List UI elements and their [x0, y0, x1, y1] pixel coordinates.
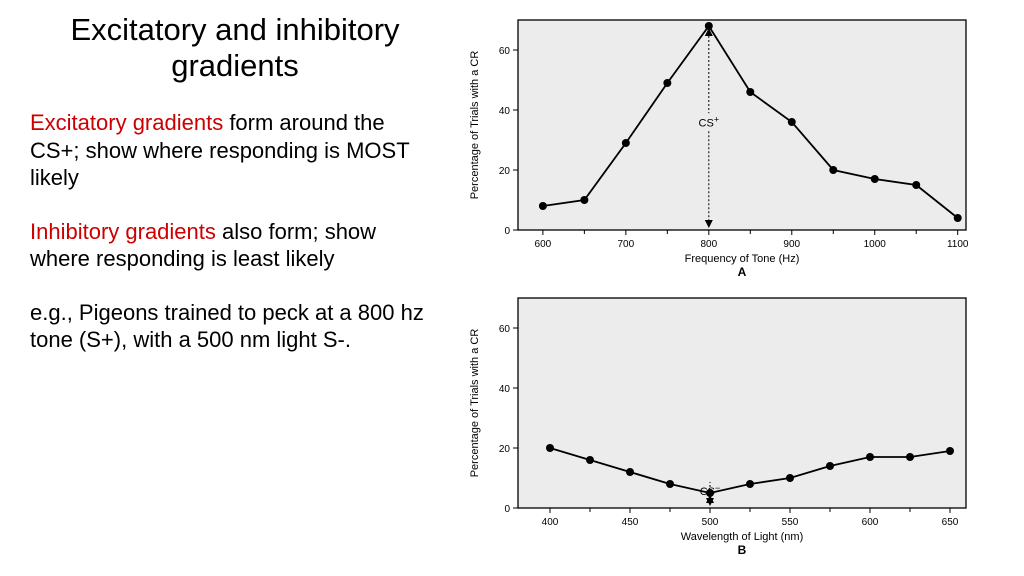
svg-text:400: 400 — [542, 517, 559, 528]
text-column: Excitatory and inhibitory gradients Exci… — [0, 0, 460, 576]
paragraph-excitatory: Excitatory gradients form around the CS+… — [30, 109, 440, 192]
svg-text:60: 60 — [499, 46, 511, 57]
paragraph-example: e.g., Pigeons trained to peck at a 800 h… — [30, 299, 440, 354]
svg-text:900: 900 — [783, 239, 800, 250]
svg-text:Percentage of Trials with a CR: Percentage of Trials with a CR — [469, 329, 481, 478]
svg-text:700: 700 — [618, 239, 635, 250]
svg-text:A: A — [738, 265, 747, 279]
page-title: Excitatory and inhibitory gradients — [30, 12, 440, 83]
chart-b: 0 20 40 60 400 450 500 550 600 650 Wavelength of L… — [460, 288, 994, 560]
svg-text:B: B — [738, 543, 747, 557]
svg-text:40: 40 — [499, 106, 511, 117]
highlight-inhibitory: Inhibitory gradients — [30, 219, 216, 244]
svg-text:0: 0 — [504, 226, 510, 237]
chart-a-svg: 0 20 40 60 600 700 800 900 1000 1100 Frequency of … — [460, 10, 980, 282]
svg-text:20: 20 — [499, 166, 511, 177]
svg-text:600: 600 — [535, 239, 552, 250]
svg-text:1000: 1000 — [864, 239, 887, 250]
charts-column: 020406060070080090010001100Frequency of … — [460, 0, 1024, 576]
svg-text:450: 450 — [622, 517, 639, 528]
svg-text:600: 600 — [862, 517, 879, 528]
paragraph-inhibitory: Inhibitory gradients also form; show whe… — [30, 218, 440, 273]
svg-text:650: 650 — [942, 517, 959, 528]
highlight-excitatory: Excitatory gradients — [30, 110, 223, 135]
svg-text:550: 550 — [782, 517, 799, 528]
svg-text:800: 800 — [700, 239, 717, 250]
svg-text:0: 0 — [504, 504, 510, 515]
svg-text:60: 60 — [499, 324, 511, 335]
chart-b-svg: 0 20 40 60 400 450 500 550 600 650 Wavelength of L… — [460, 288, 980, 560]
svg-text:Wavelength of Light (nm): Wavelength of Light (nm) — [681, 531, 803, 543]
svg-text:500: 500 — [702, 517, 719, 528]
chart-a: 0 20 40 60 600 700 800 900 1000 1100 Frequency of … — [460, 10, 994, 282]
svg-text:Frequency of Tone (Hz): Frequency of Tone (Hz) — [685, 253, 800, 265]
svg-text:20: 20 — [499, 444, 511, 455]
svg-text:1100: 1100 — [947, 239, 969, 250]
svg-text:Percentage of Trials with a CR: Percentage of Trials with a CR — [469, 51, 481, 200]
svg-text:40: 40 — [499, 384, 511, 395]
